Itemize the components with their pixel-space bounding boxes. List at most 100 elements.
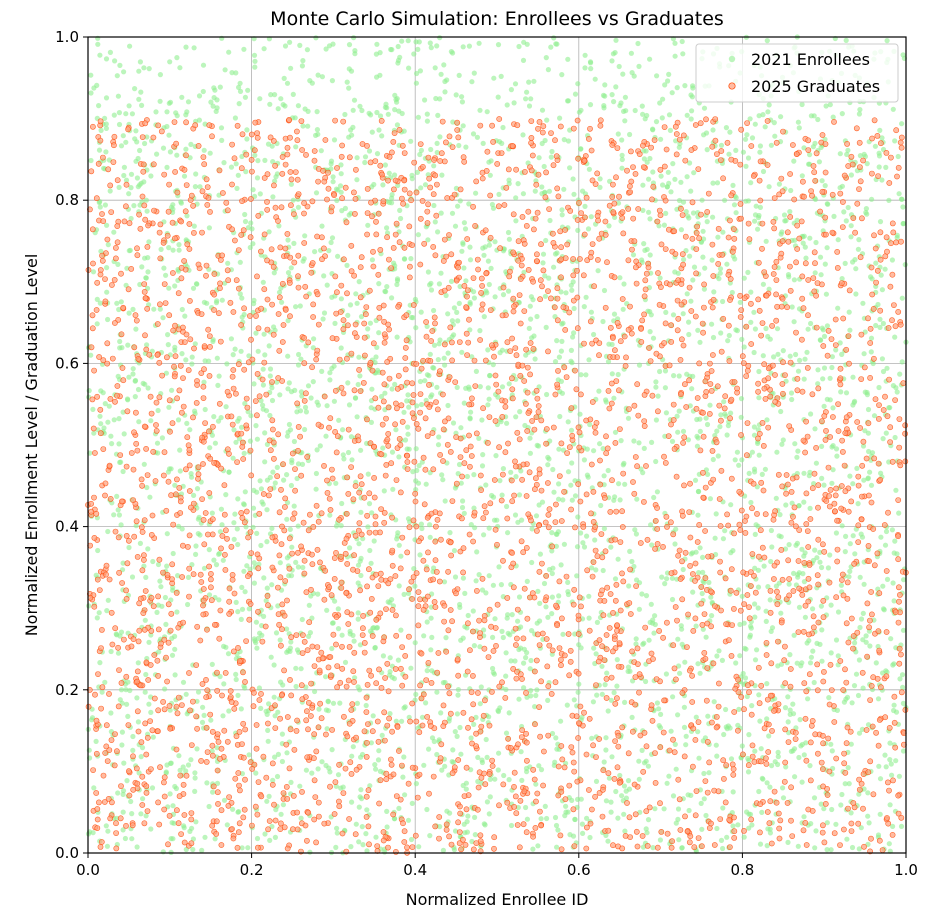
enrollee-point	[549, 530, 555, 536]
enrollee-point	[794, 660, 800, 666]
enrollee-point	[695, 488, 702, 495]
graduate-point	[556, 578, 563, 585]
enrollee-point	[787, 707, 793, 713]
enrollee-point	[768, 142, 775, 148]
enrollee-point	[741, 834, 747, 840]
graduate-point	[329, 475, 336, 482]
graduate-point	[674, 617, 680, 624]
enrollee-point	[238, 706, 244, 712]
graduate-point	[541, 748, 547, 755]
enrollee-point	[251, 580, 257, 586]
enrollee-point	[116, 110, 122, 116]
enrollee-point	[710, 456, 716, 463]
enrollee-point	[309, 770, 315, 776]
enrollee-point	[89, 717, 95, 723]
enrollee-point	[882, 752, 888, 758]
enrollee-point	[172, 344, 178, 350]
enrollee-point	[817, 641, 823, 648]
enrollee-point	[591, 645, 597, 651]
graduate-point	[784, 800, 791, 806]
graduate-point	[600, 612, 607, 619]
enrollee-point	[889, 257, 896, 263]
enrollee-point	[505, 612, 511, 618]
enrollee-point	[163, 621, 169, 628]
enrollee-point	[398, 553, 404, 559]
enrollee-point	[177, 447, 183, 453]
enrollee-point	[807, 660, 814, 666]
enrollee-point	[894, 235, 900, 241]
enrollee-point	[611, 497, 617, 503]
enrollee-point	[130, 306, 136, 312]
enrollee-point	[627, 131, 633, 138]
enrollee-point	[346, 42, 353, 48]
enrollee-point	[560, 631, 566, 637]
enrollee-point	[657, 725, 664, 731]
graduate-point	[401, 839, 408, 845]
enrollee-point	[739, 593, 745, 599]
graduate-point	[837, 365, 844, 372]
enrollee-point	[857, 107, 863, 113]
graduate-point	[589, 806, 595, 813]
enrollee-point	[619, 793, 625, 799]
enrollee-point	[796, 125, 802, 131]
enrollee-point	[335, 772, 342, 778]
enrollee-point	[105, 828, 111, 834]
enrollee-point	[467, 416, 473, 422]
enrollee-point	[532, 704, 538, 710]
enrollee-point	[443, 635, 449, 641]
enrollee-point	[748, 499, 754, 506]
graduate-point	[505, 440, 511, 447]
graduate-point	[357, 264, 364, 271]
enrollee-point	[786, 542, 792, 548]
enrollee-point	[816, 159, 823, 165]
enrollee-point	[886, 459, 892, 465]
enrollee-point	[679, 845, 685, 851]
graduate-point	[571, 586, 578, 593]
graduate-point	[321, 462, 327, 469]
enrollee-point	[581, 304, 587, 310]
enrollee-point	[439, 472, 445, 478]
graduate-point	[739, 353, 746, 360]
enrollee-point	[611, 690, 617, 696]
enrollee-point	[643, 593, 650, 599]
enrollee-point	[818, 272, 824, 278]
enrollee-point	[691, 170, 697, 176]
graduate-point	[113, 845, 120, 852]
enrollee-point	[486, 573, 492, 579]
enrollee-point	[429, 735, 436, 741]
graduate-point	[563, 374, 570, 380]
enrollee-point	[680, 311, 686, 317]
graduate-point	[855, 820, 862, 827]
enrollee-point	[389, 295, 395, 301]
enrollee-point	[807, 469, 813, 475]
graduate-point	[810, 163, 817, 169]
enrollee-point	[833, 821, 839, 827]
enrollee-point	[823, 103, 829, 109]
enrollee-point	[445, 311, 451, 317]
enrollee-point	[880, 583, 886, 589]
enrollee-point	[813, 239, 819, 246]
enrollee-point	[129, 836, 135, 842]
enrollee-point	[776, 533, 782, 539]
enrollee-point	[254, 436, 260, 442]
enrollee-point	[284, 516, 290, 522]
enrollee-point	[145, 546, 151, 552]
enrollee-point	[93, 738, 99, 745]
enrollee-point	[767, 826, 773, 832]
enrollee-point	[672, 741, 678, 748]
enrollee-point	[351, 97, 358, 103]
enrollee-point	[427, 351, 433, 357]
graduate-point	[398, 195, 405, 202]
graduate-point	[167, 725, 174, 732]
enrollee-point	[224, 822, 230, 828]
enrollee-point	[547, 217, 553, 224]
enrollee-point	[111, 112, 117, 118]
enrollee-point	[829, 748, 835, 754]
enrollee-point	[743, 163, 749, 169]
enrollee-point	[141, 461, 147, 467]
enrollee-point	[330, 700, 337, 706]
enrollee-point	[219, 137, 225, 143]
enrollee-point	[673, 766, 679, 772]
enrollee-point	[389, 195, 395, 201]
enrollee-point	[439, 172, 445, 178]
